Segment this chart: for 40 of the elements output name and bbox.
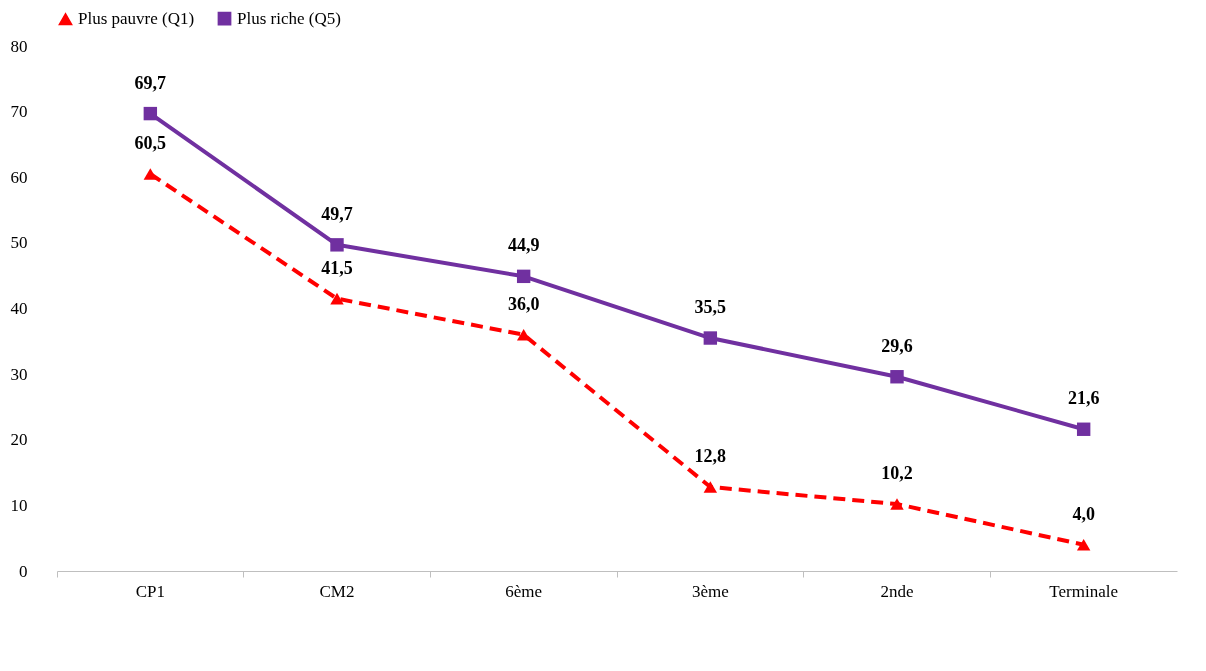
y-tick-label: 10 — [10, 495, 28, 515]
point — [143, 106, 158, 121]
point — [703, 481, 718, 493]
point — [890, 370, 904, 384]
point — [516, 269, 531, 284]
y-tick-label: 70 — [10, 102, 28, 122]
y-tick-label: 0 — [19, 561, 28, 581]
x-tick-label: 6ème — [505, 581, 543, 601]
data-label: 44,9 — [507, 235, 540, 256]
x-tick-label: CP1 — [135, 581, 165, 601]
point — [330, 292, 344, 305]
data-label: 60,5 — [134, 132, 167, 153]
x-tick-label: 3ème — [691, 581, 729, 601]
x-tick-label: CM2 — [319, 581, 355, 601]
data-label: 49,7 — [321, 203, 353, 224]
x-tick-label: 2nde — [880, 581, 914, 601]
data-label: 21,6 — [1067, 388, 1100, 409]
point — [143, 168, 158, 180]
y-tick-label: 50 — [10, 233, 28, 253]
y-tick-label: 40 — [10, 299, 28, 318]
data-label: 12,8 — [694, 446, 727, 466]
y-tick-label: 30 — [10, 364, 28, 384]
point — [1076, 538, 1091, 551]
y-tick-label: 20 — [10, 430, 28, 450]
x-tick-label: Terminale — [1049, 581, 1118, 601]
data-label: 36,0 — [507, 293, 540, 314]
legend-label: Plus pauvre (Q1) — [78, 9, 195, 29]
data-label: 10,2 — [881, 463, 913, 484]
legend-label: Plus riche (Q5) — [237, 8, 341, 28]
point — [703, 331, 718, 345]
data-label: 69,7 — [134, 72, 167, 93]
y-tick-label: 60 — [10, 167, 28, 187]
data-label: 4,0 — [1072, 503, 1095, 524]
point — [1076, 422, 1091, 436]
point — [330, 238, 344, 252]
data-label: 29,6 — [881, 335, 913, 356]
y-tick-label: 80 — [10, 36, 28, 56]
data-label: 41,5 — [321, 257, 353, 278]
data-label: 35,5 — [694, 297, 727, 318]
point — [890, 498, 904, 510]
